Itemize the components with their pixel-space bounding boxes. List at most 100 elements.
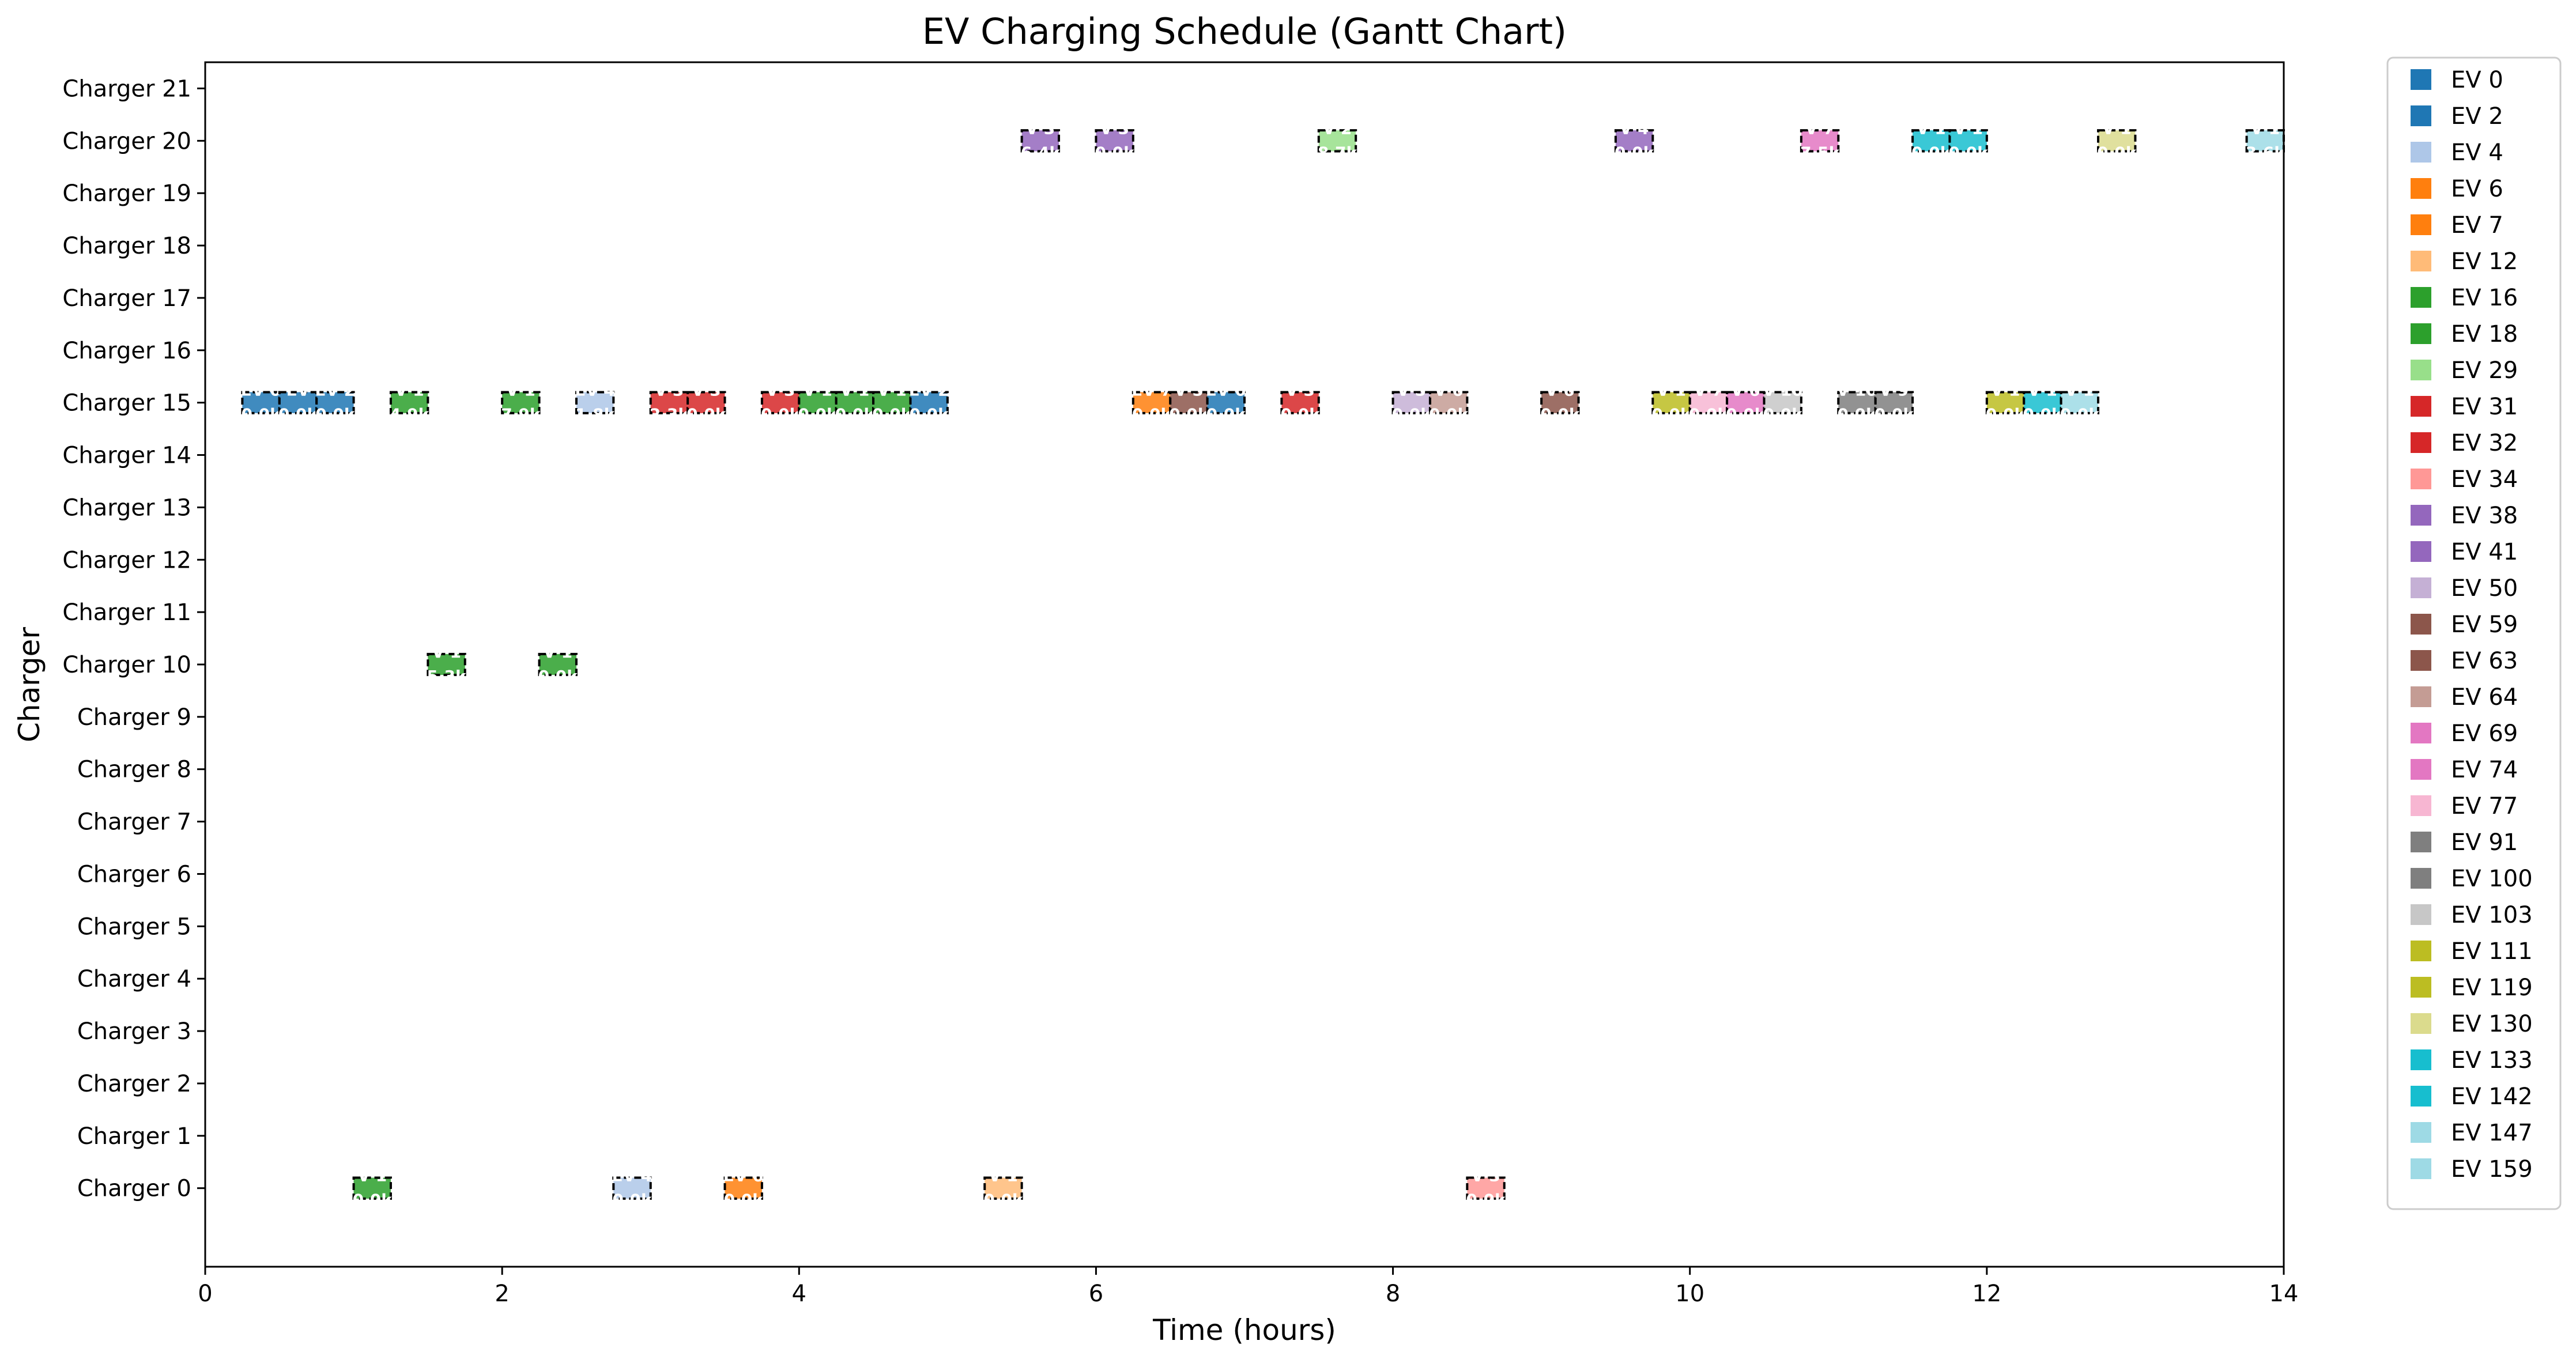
legend-swatch <box>2411 432 2431 453</box>
task-label: V 1 <box>840 381 869 400</box>
task-bar <box>1020 129 1061 153</box>
legend-swatch <box>2411 360 2431 380</box>
task-bar <box>1095 129 1134 153</box>
task-sublabel: 0.0k <box>983 1191 1024 1210</box>
task-label: V 5 <box>1174 381 1204 400</box>
task-bar <box>1540 391 1580 414</box>
legend-label: EV 41 <box>2451 539 2518 565</box>
task-bar <box>1688 391 1729 414</box>
task-sublabel: 0.0k <box>1280 405 1321 424</box>
task-sublabel: 1.8k <box>575 405 616 424</box>
task-label: V 1 <box>543 643 572 662</box>
task-bar-group: V 1 3.6k <box>2245 119 2286 162</box>
task-bar <box>983 1176 1023 1200</box>
legend-swatch <box>2411 650 2431 671</box>
task-bar <box>612 1176 652 1200</box>
chart-title: EV Charging Schedule (Gantt Chart) <box>922 10 1567 52</box>
task-sublabel: 5.3k <box>427 667 467 686</box>
task-sublabel: 0.0k <box>1095 143 1136 162</box>
task-bar-group: V 1 0.0k <box>352 1166 393 1210</box>
task-bar <box>798 391 838 414</box>
task-sublabel: 0.0k <box>538 667 579 686</box>
y-tick-label: Charger 0 <box>77 1176 191 1202</box>
legend-label: EV 69 <box>2451 720 2518 747</box>
task-bar-group: V 5 0.0k <box>1391 381 1432 424</box>
task-sublabel: 0.0k <box>1429 405 1469 424</box>
legend-label: EV 32 <box>2451 430 2518 456</box>
task-sublabel: 0.0k <box>1206 405 1247 424</box>
y-tick-label: Charger 5 <box>77 913 191 940</box>
task-sublabel: 0.0k <box>2097 143 2137 162</box>
task-bar-group: V 1 0.0k <box>2023 381 2063 424</box>
task-bar-group: V 3 0.0k <box>687 381 727 424</box>
legend-swatch <box>2411 178 2431 199</box>
task-bar <box>649 391 689 414</box>
task-label: V 7 <box>1805 119 1835 138</box>
task-bar-group: V 1 0.0k <box>798 381 838 424</box>
task-label: V 3 <box>1025 119 1055 138</box>
y-tick-label: Charger 12 <box>62 547 191 573</box>
task-sublabel: 0.0k <box>2023 405 2063 424</box>
task-bar <box>352 1176 392 1200</box>
x-tick-label: 10 <box>1675 1281 1704 1307</box>
y-tick-label: Charger 6 <box>77 861 191 888</box>
task-bar-group: V 1 0.0k <box>1948 119 1989 162</box>
legend-label: EV 6 <box>2451 176 2503 202</box>
task-label: V 3 <box>1471 1166 1500 1185</box>
task-bar-group: V 3 0.0k <box>1280 381 1321 424</box>
task-bar-group: V 10 0.0k <box>1836 381 1877 424</box>
task-sublabel: 0.0k <box>798 405 838 424</box>
task-bar <box>1206 391 1246 414</box>
task-label: V 6 <box>1434 381 1464 400</box>
task-bar-group: V 4 0.0k <box>1614 119 1655 162</box>
legend-swatch <box>2411 105 2431 126</box>
legend-swatch <box>2411 868 2431 889</box>
legend-swatch <box>2411 214 2431 235</box>
task-bar <box>723 1176 763 1200</box>
legend-label: EV 12 <box>2451 248 2518 275</box>
x-tick-label: 8 <box>1386 1281 1400 1307</box>
legend-label: EV 29 <box>2451 357 2518 384</box>
task-bar <box>909 391 949 414</box>
legend-label: EV 2 <box>2451 103 2503 130</box>
task-bar <box>389 391 429 414</box>
legend-label: EV 38 <box>2451 503 2518 529</box>
task-label: V 1 <box>2250 119 2280 138</box>
task-label: V 6 <box>1731 381 1760 400</box>
task-bar-group: V 3 6.4k <box>1020 119 1061 162</box>
task-sublabel: 0.0k <box>1466 1191 1506 1210</box>
task-bar-group: V 1 0.0k <box>2060 381 2100 424</box>
task-label: EV 2 <box>315 381 355 400</box>
legend-label: EV 31 <box>2451 394 2518 420</box>
task-bar-group: V 1 0.0k <box>1985 381 2026 424</box>
task-label: EV 4 <box>612 1166 653 1185</box>
task-bar <box>1614 129 1654 153</box>
task-label: V 1 <box>1991 381 2020 400</box>
task-label: V 1 <box>2102 119 2132 138</box>
task-bar <box>835 391 875 414</box>
task-bar <box>1948 129 1988 153</box>
task-label: V 1 <box>395 381 424 400</box>
task-sublabel: 0.0k <box>2060 405 2100 424</box>
legend-label: EV 16 <box>2451 285 2518 311</box>
task-sublabel: 3.6k <box>2246 143 2286 162</box>
legend: EV 0 EV 2 EV 4 EV 6 EV 7 EV 12 EV 16 EV 18 EV 29… <box>2386 56 2562 1210</box>
x-tick-label: 6 <box>1089 1281 1103 1307</box>
legend-swatch <box>2411 505 2431 526</box>
legend-swatch <box>2411 577 2431 598</box>
task-bar <box>1874 391 1914 414</box>
task-label: EV 7 <box>1132 381 1172 400</box>
task-bar <box>1428 391 1469 414</box>
task-bar-group: V 5 0.0k <box>1169 381 1209 424</box>
task-bar-group: EV 0 0.0k <box>1206 381 1247 424</box>
task-label: V 3 <box>1100 119 1129 138</box>
task-bar <box>575 391 615 414</box>
x-tick-label: 0 <box>198 1281 212 1307</box>
legend-label: EV 103 <box>2451 902 2533 928</box>
legend-label: EV 63 <box>2451 648 2518 674</box>
legend-swatch <box>2411 795 2431 816</box>
task-label: EV 6 <box>723 1166 764 1185</box>
task-label: EV 0 <box>1206 381 1246 400</box>
task-sublabel: 0.0k <box>1726 405 1766 424</box>
